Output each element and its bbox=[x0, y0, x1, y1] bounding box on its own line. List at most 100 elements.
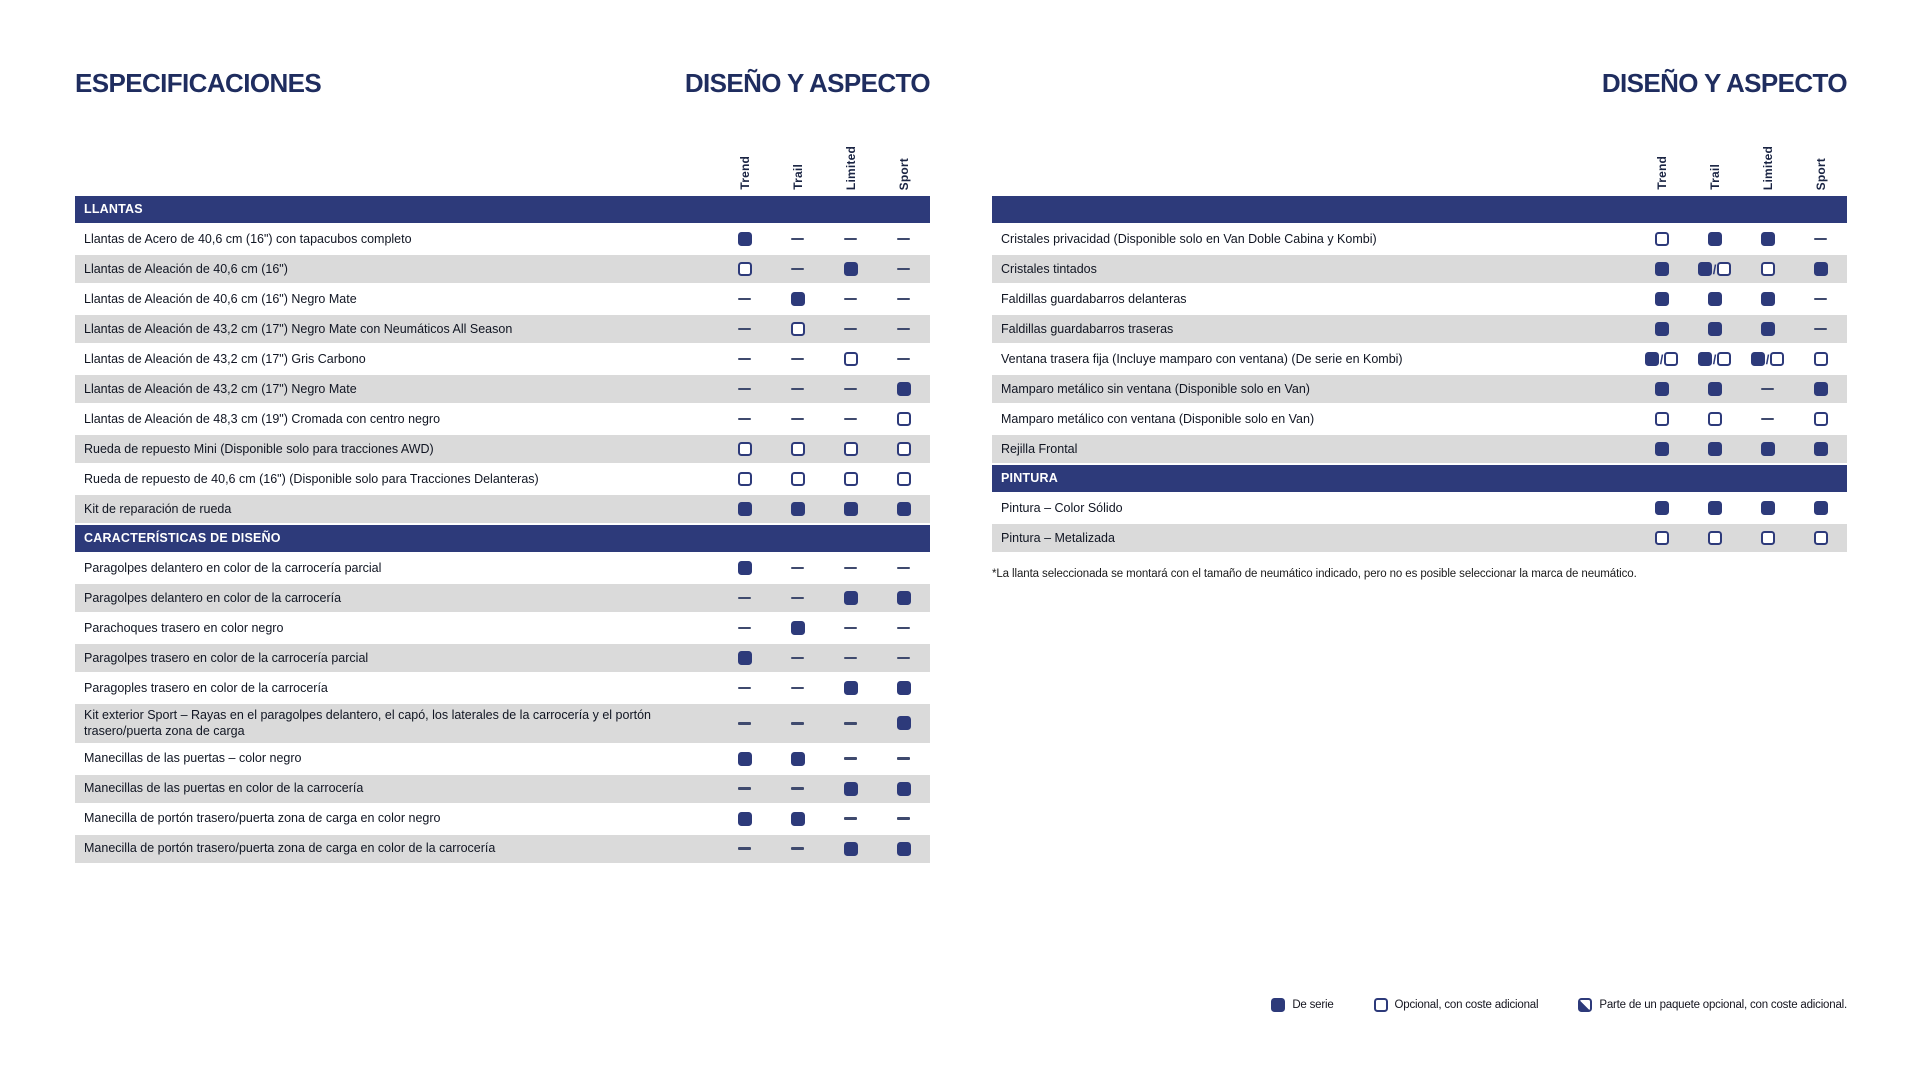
page-title: ESPECIFICACIONES bbox=[75, 68, 322, 98]
value-cell: / bbox=[1741, 352, 1794, 367]
value-cell bbox=[771, 442, 824, 456]
de-serie-icon bbox=[1750, 352, 1765, 366]
row-label: Mamparo metálico sin ventana (Disponible… bbox=[1001, 381, 1310, 396]
table-row: Llantas de Aleación de 43,2 cm (17") Gri… bbox=[75, 345, 930, 373]
value-cell bbox=[824, 472, 877, 486]
table-row: Ventana trasera fija (Incluye mamparo co… bbox=[992, 345, 1847, 373]
column-header-label: Trail bbox=[790, 164, 805, 190]
de-serie-icon bbox=[737, 811, 752, 826]
dash-icon bbox=[844, 566, 857, 570]
value-cell bbox=[1741, 417, 1794, 421]
dash-icon bbox=[738, 722, 751, 725]
value-cell bbox=[824, 387, 877, 391]
de-serie-icon bbox=[843, 781, 858, 796]
value-cell bbox=[771, 596, 824, 600]
opcional-icon bbox=[1707, 531, 1722, 545]
dash-icon bbox=[738, 787, 751, 790]
column-header-label: Limited bbox=[1760, 145, 1775, 190]
section-heading-left: DISEÑO Y ASPECTO bbox=[684, 68, 931, 98]
dash-icon bbox=[844, 656, 857, 660]
row-label: Rejilla Frontal bbox=[1001, 441, 1078, 456]
value-cell: / bbox=[1688, 352, 1741, 367]
value-cell bbox=[771, 292, 824, 306]
legend-label: De serie bbox=[1292, 999, 1334, 1011]
de-serie-icon bbox=[896, 841, 911, 856]
value-cell bbox=[1794, 237, 1847, 241]
value-cell bbox=[1741, 322, 1794, 336]
dash-icon bbox=[844, 817, 857, 820]
value-cell bbox=[877, 716, 930, 731]
dash-icon bbox=[897, 237, 910, 241]
row-label: Ventana trasera fija (Incluye mamparo co… bbox=[1001, 351, 1403, 366]
value-cell bbox=[1794, 297, 1847, 301]
table-row: Manecillas de las puertas – color negro bbox=[75, 744, 930, 773]
value-cell bbox=[824, 591, 877, 605]
value-cell bbox=[1741, 387, 1794, 391]
de-serie-icon bbox=[843, 262, 858, 276]
table-row: Llantas de Aleación de 43,2 cm (17") Neg… bbox=[75, 375, 930, 403]
table-row: Faldillas guardabarros delanteras bbox=[992, 285, 1847, 313]
column-header: Trend bbox=[718, 130, 771, 190]
dash-icon bbox=[738, 327, 751, 331]
value-cell bbox=[877, 781, 930, 796]
value-cell bbox=[1794, 262, 1847, 276]
value-cell bbox=[824, 327, 877, 331]
de-serie-icon bbox=[1271, 998, 1286, 1012]
value-cell bbox=[877, 412, 930, 426]
opcional-icon bbox=[843, 352, 858, 366]
column-header-label: Trend bbox=[737, 156, 752, 190]
dash-icon bbox=[897, 817, 910, 820]
value-cell bbox=[877, 817, 930, 820]
table-row: Pintura – Metalizada bbox=[992, 524, 1847, 552]
opcional-icon bbox=[896, 412, 911, 426]
de-serie-icon bbox=[1707, 292, 1722, 306]
row-label: Llantas de Aleación de 40,6 cm (16") Neg… bbox=[84, 291, 357, 306]
value-cell bbox=[718, 472, 771, 486]
row-label: Kit exterior Sport – Rayas en el paragol… bbox=[84, 708, 651, 739]
dash-icon bbox=[1814, 297, 1827, 301]
table-row: Kit exterior Sport – Rayas en el paragol… bbox=[75, 704, 930, 743]
de-serie-icon bbox=[843, 681, 858, 695]
column-header: Limited bbox=[824, 130, 877, 190]
dash-icon bbox=[738, 417, 751, 421]
column-header: Trail bbox=[771, 130, 824, 190]
slash-separator: / bbox=[1659, 351, 1664, 367]
value-cell bbox=[718, 596, 771, 600]
opcional-icon bbox=[843, 472, 858, 486]
dash-icon bbox=[738, 626, 751, 630]
value-cell bbox=[718, 387, 771, 391]
dash-icon bbox=[897, 757, 910, 760]
value-cell bbox=[1794, 412, 1847, 426]
value-cell bbox=[718, 327, 771, 331]
value-cell bbox=[718, 232, 771, 246]
de-serie-icon bbox=[737, 502, 752, 516]
opcional-icon bbox=[1760, 262, 1775, 276]
value-cell bbox=[718, 686, 771, 690]
value-cell bbox=[771, 472, 824, 486]
value-cell bbox=[771, 417, 824, 421]
value-cell bbox=[718, 297, 771, 301]
value-cell bbox=[877, 382, 930, 396]
value-cell bbox=[1635, 382, 1688, 396]
de-serie-icon bbox=[737, 561, 752, 575]
dash-icon bbox=[844, 327, 857, 331]
row-label: Paragoples trasero en color de la carroc… bbox=[84, 680, 328, 695]
de-serie-icon bbox=[1654, 442, 1669, 456]
value-cell bbox=[718, 847, 771, 850]
de-serie-icon bbox=[737, 232, 752, 246]
value-cell bbox=[771, 686, 824, 690]
de-serie-icon bbox=[737, 651, 752, 665]
value-cell bbox=[877, 297, 930, 301]
dash-icon bbox=[1814, 237, 1827, 241]
left-column: ESPECIFICACIONES DISEÑO Y ASPECTO Trend T… bbox=[75, 68, 931, 865]
value-cell bbox=[718, 811, 771, 826]
value-cell bbox=[771, 502, 824, 516]
dash-icon bbox=[1761, 417, 1774, 421]
opcional-icon bbox=[843, 442, 858, 456]
table-row: Rejilla Frontal bbox=[992, 435, 1847, 463]
value-cell bbox=[718, 561, 771, 575]
column-header: Trail bbox=[1688, 130, 1741, 190]
value-cell bbox=[877, 591, 930, 605]
de-serie-icon bbox=[1707, 232, 1722, 246]
table-row: Llantas de Aleación de 40,6 cm (16") bbox=[75, 255, 930, 283]
